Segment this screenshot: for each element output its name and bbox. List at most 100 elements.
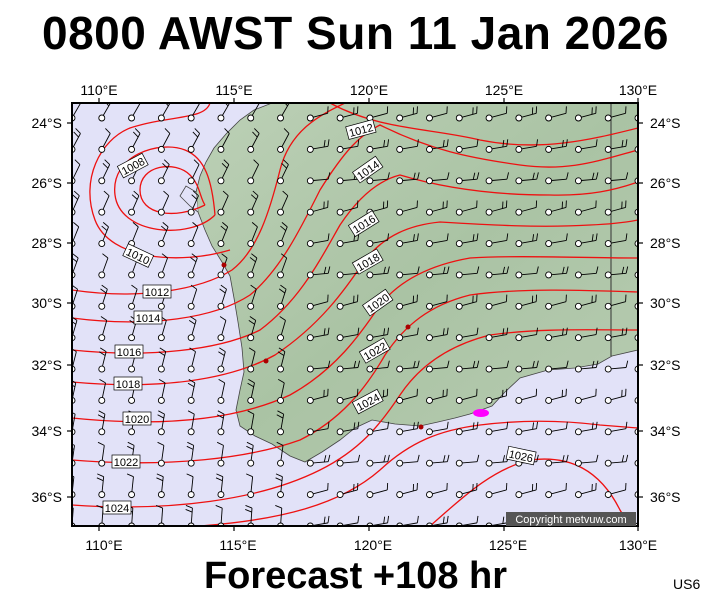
- wind-barb: [455, 200, 478, 216]
- wind-barb: [396, 200, 418, 216]
- wind-barb: [574, 327, 598, 342]
- wind-barb: [545, 421, 568, 436]
- wind-barb: [277, 222, 288, 247]
- lat-tick-label: 28°S: [650, 235, 681, 251]
- wind-barb: [515, 294, 538, 310]
- wind-barb: [455, 266, 480, 279]
- wind-barb: [336, 294, 359, 310]
- wind-barb: [96, 473, 106, 499]
- low-pressure-marker: [473, 409, 489, 417]
- map-title: 0800 AWST Sun 11 Jan 2026: [41, 7, 669, 59]
- wind-barb: [545, 266, 569, 279]
- wind-barb: [545, 482, 567, 499]
- wind-barb: [485, 327, 509, 342]
- wind-barb: [306, 360, 331, 373]
- wind-barb: [515, 172, 539, 185]
- wind-barb: [396, 360, 420, 373]
- wind-barb: [157, 222, 169, 247]
- wind-barb: [306, 482, 329, 499]
- wind-barb: [247, 316, 257, 342]
- wind-barb: [455, 454, 480, 467]
- isobar-label: 1018: [116, 379, 140, 391]
- lon-tick-label: 130°E: [619, 82, 657, 98]
- wind-barb: [336, 482, 359, 499]
- wind-barb: [545, 200, 567, 216]
- wind-barb: [545, 172, 569, 185]
- wind-barb: [186, 473, 195, 499]
- station-dot: [405, 324, 411, 330]
- wind-barb: [455, 139, 479, 153]
- station-dot: [418, 424, 424, 430]
- wind-barb: [604, 106, 627, 122]
- wind-barb: [217, 347, 226, 373]
- wind-barb: [426, 294, 448, 310]
- wind-barb: [306, 233, 330, 247]
- wind-barb: [366, 454, 390, 467]
- wind-barb: [604, 421, 628, 436]
- wind-barb: [306, 421, 330, 436]
- wind-barb: [396, 454, 420, 467]
- wind-barb: [247, 190, 259, 216]
- isobar-label: 1020: [125, 414, 149, 426]
- wind-barb: [485, 172, 509, 185]
- wind-barb: [187, 410, 195, 436]
- wind-barb: [515, 482, 538, 499]
- lat-tick-label: 24°S: [31, 115, 62, 131]
- wind-barbs: [72, 103, 638, 526]
- lat-tick-label: 32°S: [650, 357, 681, 373]
- wind-barb: [545, 294, 567, 310]
- wind-barb: [277, 284, 287, 310]
- wind-barb: [336, 233, 360, 247]
- wind-barb: [128, 103, 141, 122]
- wind-barb: [217, 316, 227, 342]
- wind-barb: [366, 327, 390, 342]
- wind-barb: [247, 128, 260, 153]
- wind-barb: [515, 139, 538, 153]
- lat-tick-label: 30°S: [650, 295, 681, 311]
- wind-barb: [604, 360, 629, 373]
- wind-barb: [128, 284, 138, 310]
- wind-barb: [485, 388, 508, 404]
- wind-barb: [574, 454, 599, 467]
- wind-barb: [186, 441, 195, 467]
- lon-tick-label: 115°E: [219, 537, 256, 553]
- wind-barb: [246, 441, 255, 467]
- wind-barb: [604, 200, 627, 216]
- wind-barb: [306, 327, 330, 342]
- wind-barb: [217, 222, 229, 247]
- wind-barb: [277, 347, 286, 373]
- wind-barb: [128, 190, 140, 216]
- wind-barb: [275, 473, 284, 499]
- wind-barb: [157, 190, 170, 216]
- isobar-1022: [72, 289, 638, 464]
- wind-barb: [426, 200, 448, 216]
- wind-barb: [97, 441, 106, 467]
- wind-barb: [247, 378, 255, 404]
- wind-barb: [157, 128, 171, 153]
- wind-barb: [247, 159, 260, 185]
- wind-barb: [574, 266, 599, 279]
- wind-barb: [187, 284, 198, 310]
- wind-barb: [366, 360, 390, 373]
- wind-barb: [545, 360, 569, 373]
- wind-barb: [485, 294, 508, 310]
- wind-barb: [455, 482, 478, 499]
- wind-barb: [247, 410, 255, 436]
- wind-barb: [426, 454, 450, 467]
- lon-tick-label: 110°E: [85, 537, 122, 553]
- wind-barb: [187, 190, 199, 216]
- wind-barb: [455, 388, 478, 404]
- wind-barb: [574, 106, 597, 122]
- wind-barb: [187, 378, 196, 404]
- lat-tick-label: 26°S: [31, 175, 62, 191]
- wind-barb: [396, 266, 420, 279]
- wind-barb: [336, 327, 360, 342]
- wind-barb: [276, 410, 285, 436]
- wind-barb: [217, 128, 230, 153]
- lat-tick-label: 34°S: [650, 423, 681, 439]
- wind-barb: [485, 266, 509, 279]
- wind-barb: [426, 421, 449, 436]
- wind-barb: [455, 360, 480, 373]
- lat-tick-label: 36°S: [31, 489, 62, 505]
